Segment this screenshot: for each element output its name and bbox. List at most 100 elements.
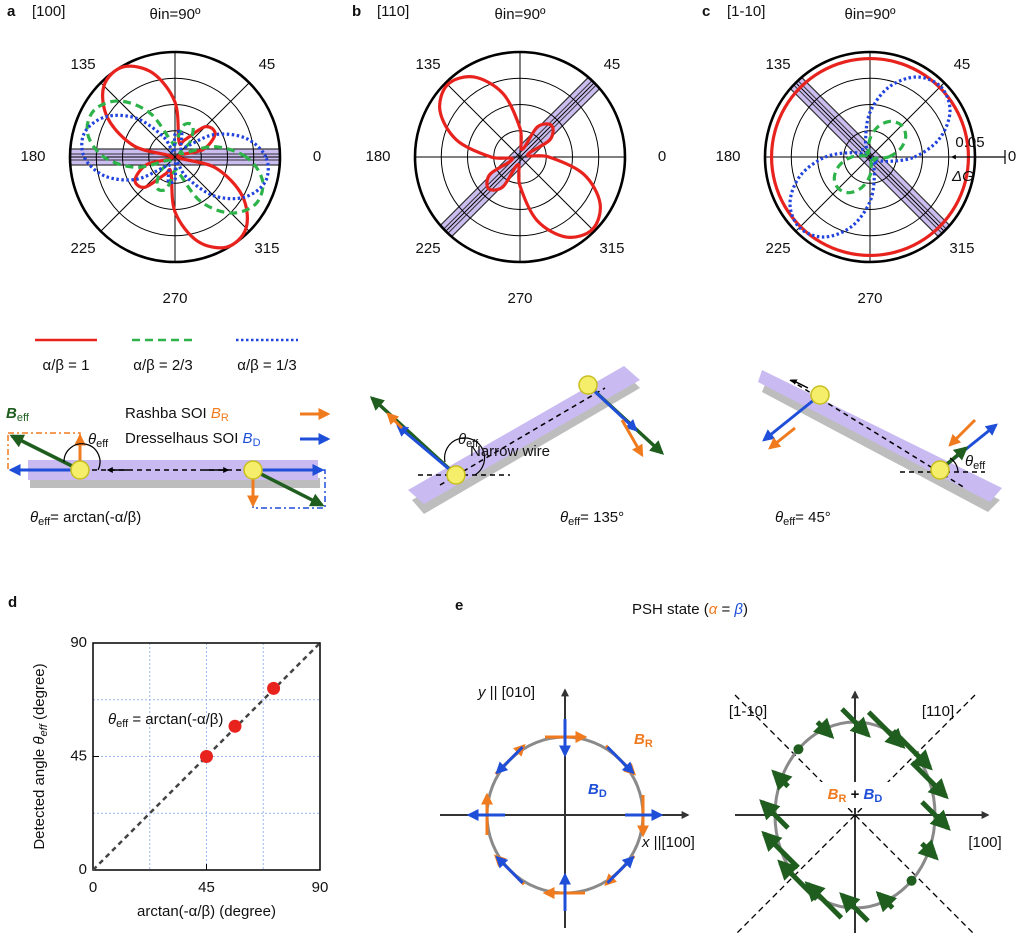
angle-tick-label: θin=90º [845, 6, 896, 23]
zero-field-point [793, 744, 804, 755]
angle-tick-label: 315 [254, 240, 279, 257]
angular-grid-line [445, 156, 521, 232]
result-label: θeff= 135° [560, 509, 624, 528]
electron [930, 460, 950, 480]
data-point [267, 681, 281, 695]
arrow [762, 393, 821, 442]
result-label-part: eff [783, 516, 796, 528]
angle-tick-label: 225 [416, 240, 441, 257]
polar-curve [85, 99, 265, 215]
y-axis-title-part: (degree) [31, 663, 48, 724]
angular-grid-line [519, 82, 595, 158]
angle-label-part: eff [973, 460, 986, 472]
arrow [386, 412, 404, 430]
electron [70, 460, 90, 480]
result-label-part: θ [560, 509, 568, 526]
angle-label: θeff [458, 431, 479, 450]
angle-tick-label: 270 [507, 290, 532, 307]
angle-tick-label: 180 [20, 148, 45, 165]
total-field [866, 710, 906, 749]
angle-tick-label: 135 [71, 56, 96, 73]
legend-label: α/β = 2/3 [133, 357, 192, 374]
y-axis-title-part: θ [31, 736, 48, 744]
field-label-part: B [864, 786, 875, 803]
field-label-part: B [828, 786, 839, 803]
zero-field-point [906, 875, 917, 886]
panel-label: e [455, 597, 463, 614]
wire-label: Narrow wire [470, 443, 550, 460]
field-label-part: D [874, 793, 882, 805]
axis-label-part: || [010] [486, 684, 536, 701]
motion-arrow [790, 379, 809, 389]
formula-part: eff [38, 516, 51, 528]
data-point [200, 750, 213, 763]
field-label-part: R [838, 793, 846, 805]
field-label-part: B [634, 731, 645, 748]
electron [446, 465, 466, 485]
angle-label-part: θ [965, 453, 973, 470]
y-axis-title-part: eff [38, 723, 50, 736]
direction-label: [100] [968, 834, 1001, 851]
angle-label: θeff [965, 453, 986, 472]
legend-label: α/β = 1 [43, 357, 90, 374]
y-tick-label: 90 [70, 634, 87, 651]
field-label: BR + BD [828, 786, 883, 805]
total-field [804, 881, 844, 920]
plot-frame [92, 642, 321, 871]
angle-tick-label: 225 [766, 240, 791, 257]
axis-label-part: ||[100] [650, 834, 695, 851]
wire [758, 370, 1002, 502]
arrow [396, 424, 457, 477]
panel-label: d [8, 594, 17, 611]
angle-tick-label: 180 [365, 148, 390, 165]
y-axis-title: Detected angle θeff (degree) [31, 663, 50, 849]
angle-label: θeff [88, 431, 109, 450]
angle-tick-label: 315 [599, 240, 624, 257]
angle-tick-label: 0 [313, 148, 321, 165]
axis-label-part: y [477, 684, 487, 701]
angular-grid-line [869, 82, 945, 158]
y-tick-label: 0 [79, 861, 87, 878]
polar-curve [101, 64, 249, 250]
field-label-part: eff [17, 412, 30, 424]
angle-tick-label: 315 [949, 240, 974, 257]
axis-label: y || [010] [477, 684, 535, 701]
dresselhaus-field [495, 746, 524, 775]
field-label: BD [588, 781, 607, 800]
angle-tick-label: 45 [259, 56, 276, 73]
formula-part: = arctan(-α/β) [50, 509, 141, 526]
field-legend-part: Dresselhaus SOI [125, 430, 243, 447]
angle-arc [63, 443, 101, 471]
panel-label: c [702, 3, 710, 20]
angle-tick-label: 45 [954, 56, 971, 73]
wire-shadow [30, 478, 320, 488]
electron [810, 385, 830, 405]
angle-arc [443, 437, 486, 476]
direction-label: [100] [32, 3, 65, 20]
total-field [771, 769, 793, 791]
dresselhaus-field [606, 855, 635, 884]
angular-grid-line [795, 82, 871, 158]
field-legend-part: B [243, 430, 253, 447]
field-label-part: B [6, 405, 17, 422]
total-field [840, 707, 871, 738]
field-legend-part: B [211, 405, 221, 422]
axis-label-part: x [641, 834, 650, 851]
plot-annotation-part: θ [108, 711, 116, 728]
field-label: Beff [6, 405, 30, 424]
field-label-part: B [588, 781, 599, 798]
arrow [586, 383, 638, 432]
angle-tick-label: θin=90º [495, 6, 546, 23]
diagonal-axis [736, 694, 976, 933]
polar-curve [438, 75, 602, 239]
diagonal-axis [734, 694, 974, 933]
total-field [813, 717, 835, 739]
field-legend-part: Rashba SOI [125, 405, 211, 422]
field-label: BR [634, 731, 653, 750]
direction-label: [110] [377, 3, 409, 20]
angle-tick-label: 135 [416, 56, 441, 73]
angle-label-part: θ [88, 431, 96, 448]
x-tick-label: 45 [198, 879, 215, 896]
panel-title-part: ) [743, 601, 748, 618]
angle-tick-label: 270 [857, 290, 882, 307]
